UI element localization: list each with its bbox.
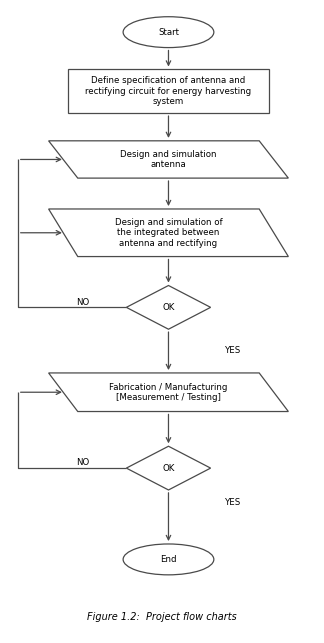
Text: OK: OK [162, 303, 175, 312]
Text: OK: OK [162, 464, 175, 473]
Text: Figure 1.2:  Project flow charts: Figure 1.2: Project flow charts [87, 612, 237, 622]
Text: Design and simulation
antenna: Design and simulation antenna [120, 150, 217, 169]
Ellipse shape [123, 17, 214, 48]
Text: Define specification of antenna and
rectifying circuit for energy harvesting
sys: Define specification of antenna and rect… [86, 77, 251, 106]
Polygon shape [49, 373, 288, 412]
FancyBboxPatch shape [68, 69, 269, 113]
Text: Start: Start [158, 28, 179, 37]
Polygon shape [126, 285, 211, 329]
Text: NO: NO [76, 458, 89, 467]
Ellipse shape [123, 544, 214, 575]
Text: End: End [160, 555, 177, 564]
Polygon shape [49, 141, 288, 178]
Text: NO: NO [76, 298, 89, 307]
Text: Fabrication / Manufacturing
[Measurement / Testing]: Fabrication / Manufacturing [Measurement… [109, 383, 228, 402]
Text: Design and simulation of
the integrated between
antenna and rectifying: Design and simulation of the integrated … [115, 218, 222, 248]
Polygon shape [49, 209, 288, 257]
Polygon shape [126, 446, 211, 490]
Text: YES: YES [225, 346, 241, 355]
Text: YES: YES [225, 498, 241, 507]
